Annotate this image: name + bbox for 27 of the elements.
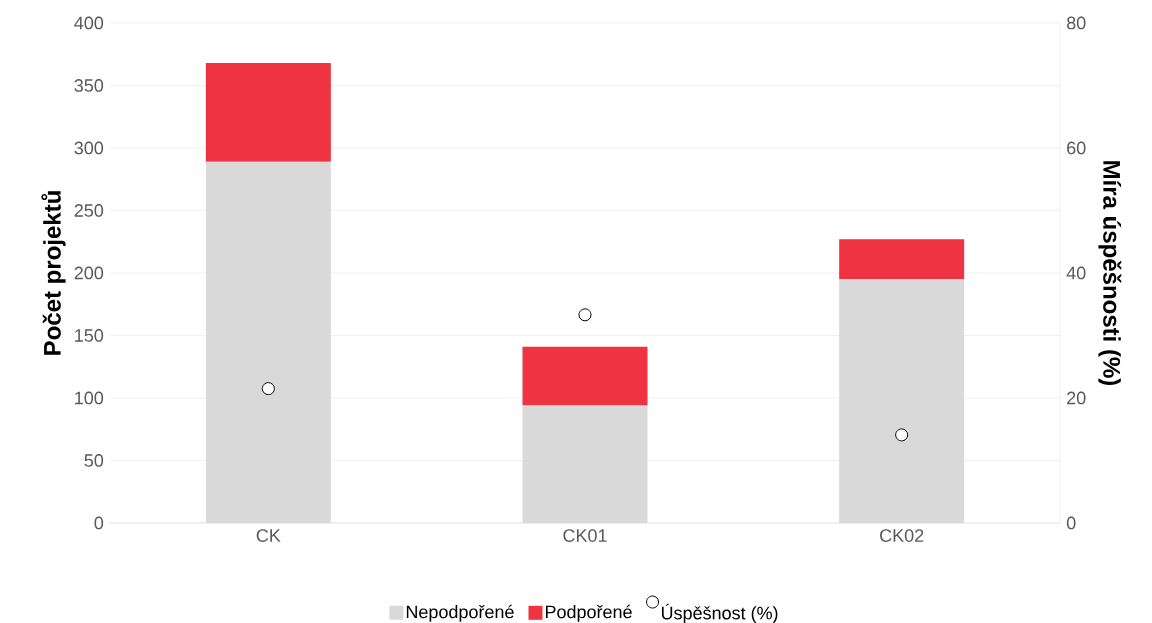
- y-tick-label: 300: [74, 141, 104, 155]
- x-tick-label: CK: [256, 529, 281, 542]
- y-tick-label: 0: [94, 516, 104, 530]
- point: [261, 382, 275, 396]
- legend-label: Nepodpořené: [406, 604, 514, 622]
- y2-tick-label: 0: [1066, 516, 1076, 530]
- y-tick-label: 150: [75, 329, 104, 342]
- legend-label: Úspěšnost (%): [661, 603, 778, 623]
- point: [895, 428, 909, 442]
- y2-tick-label: 80: [1066, 16, 1086, 30]
- x-tick-label: CK02: [880, 529, 924, 542]
- y2-tick-label: 20: [1067, 391, 1086, 405]
- y-tick-label: 350: [74, 79, 104, 92]
- y-tick-label: 250: [74, 204, 104, 217]
- y-tick-label: 50: [84, 454, 104, 467]
- y-tick-label: 100: [75, 391, 104, 405]
- y2-axis-title: Míra úspěšnosti (%): [1098, 161, 1122, 386]
- bar: [205, 62, 331, 162]
- bar: [839, 239, 965, 280]
- x-tick-label: CK01: [563, 529, 607, 542]
- y-tick-label: 200: [74, 266, 104, 280]
- y2-tick-label: 60: [1067, 141, 1086, 155]
- y-axis-title: Počet projektů: [41, 191, 66, 355]
- y-tick-label: 400: [74, 16, 104, 30]
- bar: [522, 346, 648, 406]
- legend-label: Podpořené: [545, 604, 632, 622]
- y2-tick-label: 40: [1066, 266, 1086, 280]
